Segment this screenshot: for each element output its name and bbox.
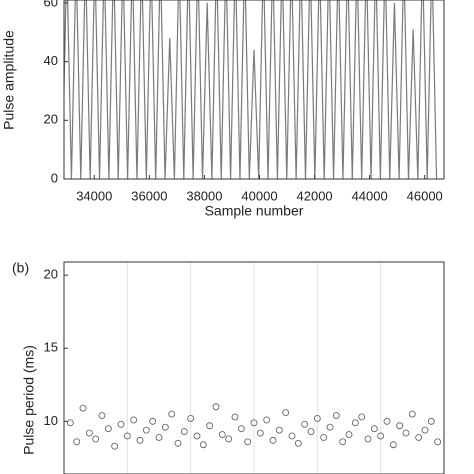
point xyxy=(358,413,366,421)
point xyxy=(85,429,93,437)
point xyxy=(326,423,334,431)
point xyxy=(275,426,283,434)
point xyxy=(168,410,176,418)
point xyxy=(117,420,125,428)
point xyxy=(332,412,340,419)
point xyxy=(421,426,429,434)
x-tick-label: 36000 xyxy=(131,188,167,203)
point xyxy=(123,432,131,440)
plot-area xyxy=(64,0,438,179)
y-tick-label: 0 xyxy=(51,170,58,185)
point xyxy=(301,420,309,428)
pulse-line xyxy=(64,0,438,179)
axes-box xyxy=(63,261,445,474)
x-tick-label: 34000 xyxy=(76,188,112,203)
point xyxy=(396,422,404,430)
point xyxy=(73,438,81,446)
point xyxy=(199,441,207,449)
y-tick-label: 10 xyxy=(44,413,58,428)
point xyxy=(66,419,74,427)
point xyxy=(294,439,302,447)
point xyxy=(244,438,252,446)
y-axis-title: Pulse amplitude xyxy=(1,30,17,130)
y-tick-label: 20 xyxy=(44,112,58,127)
y-axis-title: Pulse period (ms) xyxy=(21,345,37,455)
point xyxy=(389,441,397,449)
point xyxy=(206,422,214,430)
point xyxy=(269,436,277,444)
point xyxy=(427,417,435,425)
y-tick-label: 20 xyxy=(44,267,58,282)
point xyxy=(256,429,264,437)
point xyxy=(282,409,290,417)
panel-label: (b) xyxy=(12,260,29,276)
point xyxy=(320,433,328,441)
x-tick-label: 42000 xyxy=(297,188,333,203)
x-tick-label: 46000 xyxy=(407,188,443,203)
point xyxy=(351,419,359,427)
plot-area xyxy=(66,262,442,474)
point xyxy=(415,433,423,441)
point xyxy=(377,432,385,440)
point xyxy=(218,431,226,438)
point xyxy=(231,413,239,421)
point xyxy=(149,417,157,425)
y-tick-label: 40 xyxy=(44,53,58,68)
x-tick-label: 38000 xyxy=(186,188,222,203)
point xyxy=(370,425,378,433)
point xyxy=(237,425,245,433)
point xyxy=(92,435,100,443)
point xyxy=(313,414,321,422)
point xyxy=(307,428,315,436)
point xyxy=(155,433,163,441)
axes-box xyxy=(63,0,445,180)
y-tick-label: 15 xyxy=(44,340,58,355)
point xyxy=(174,439,182,447)
point xyxy=(161,423,169,431)
point xyxy=(180,428,188,436)
point xyxy=(225,435,233,443)
point xyxy=(288,432,296,440)
point xyxy=(79,404,87,412)
point xyxy=(408,410,416,418)
point xyxy=(212,403,220,411)
y-tick-label: 60 xyxy=(44,0,58,9)
point xyxy=(364,435,372,443)
point xyxy=(383,417,391,425)
point xyxy=(434,438,442,446)
point xyxy=(98,412,106,419)
point xyxy=(187,414,195,422)
point xyxy=(250,419,258,427)
x-axis-title: Sample number xyxy=(205,203,304,219)
point xyxy=(263,416,271,424)
x-tick-label: 40000 xyxy=(241,188,277,203)
point xyxy=(130,416,138,424)
point xyxy=(111,442,119,450)
point xyxy=(402,429,410,437)
point xyxy=(104,425,112,433)
x-tick-label: 44000 xyxy=(352,188,388,203)
point xyxy=(193,432,201,440)
point xyxy=(136,436,144,444)
point xyxy=(142,426,150,434)
point xyxy=(339,438,347,446)
point xyxy=(345,431,353,438)
